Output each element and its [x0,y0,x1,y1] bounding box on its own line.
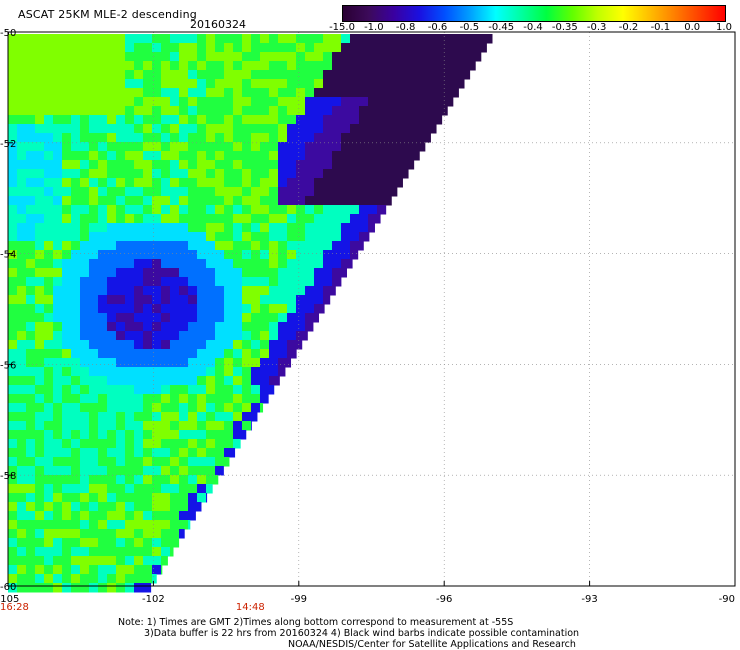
latitude-label: -60 [0,582,16,593]
lat-lon-grid [8,32,735,586]
plot-frame [7,31,736,587]
latitude-label: -52 [0,139,16,150]
latitude-label: -54 [0,250,16,261]
longitude-label: -96 [436,594,452,605]
longitude-label: -99 [291,594,307,605]
latitude-label: -50 [0,28,16,39]
color-scale-label: -0.8 [395,22,416,33]
color-scale-label: -0.4 [523,22,543,33]
color-scale-label: -15.0 [329,22,355,33]
latitude-label: -58 [0,471,16,482]
note-line-3: NOAA/NESDIS/Center for Satellite Applica… [288,639,576,650]
time-label: 14:48 [236,602,265,613]
swath-data [8,34,493,593]
time-label: 16:28 [0,602,29,613]
color-scale-label: -0.3 [586,22,607,33]
product-title: ASCAT 25KM MLE-2 descending [18,8,197,21]
color-scale-label: -0.6 [427,22,448,33]
color-scale-label: -0.1 [650,22,671,33]
color-scale-label: -1.0 [364,22,384,33]
color-scale-label: -0.2 [618,22,639,33]
color-scale-label: 0.0 [684,22,701,33]
longitude-label: -102 [142,594,165,605]
longitude-label: -93 [581,594,597,605]
latitude-label: -56 [0,360,16,371]
color-scale-label: -0.35 [551,22,578,33]
longitude-label: -90 [719,594,735,605]
note-line-2: 3)Data buffer is 22 hrs from 20160324 4)… [144,628,580,639]
note-line-1: Note: 1) Times are GMT 2)Times along bot… [118,617,514,628]
color-scale-label: -0.5 [459,22,480,33]
product-date: 20160324 [190,18,246,31]
longitude-label: -105 [0,594,19,605]
color-scale-label: -0.45 [488,22,515,33]
color-scale-label: 1.0 [716,22,732,33]
color-scale-bar [342,5,726,22]
